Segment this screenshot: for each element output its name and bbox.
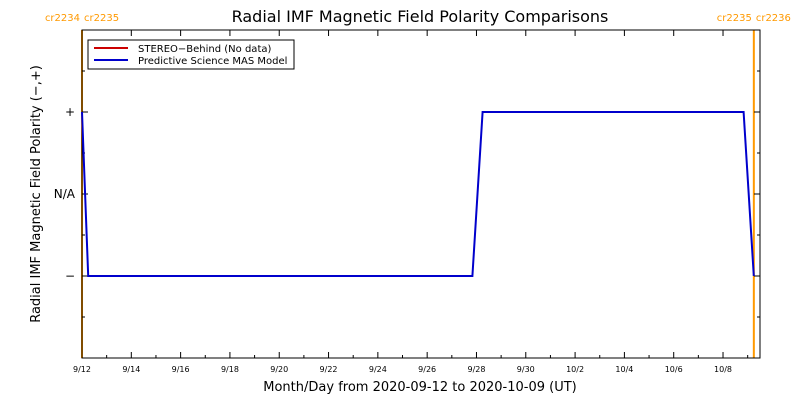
x-tick-label: 10/6 bbox=[665, 365, 683, 374]
x-tick-label: 9/24 bbox=[369, 365, 387, 374]
x-tick-label: 9/28 bbox=[467, 365, 485, 374]
series-layer bbox=[81, 111, 755, 277]
x-tick-label: 10/2 bbox=[566, 365, 584, 374]
chart-title: Radial IMF Magnetic Field Polarity Compa… bbox=[232, 7, 609, 26]
x-tick-label: 9/30 bbox=[517, 365, 535, 374]
legend-label: STEREO−Behind (No data) bbox=[138, 44, 271, 55]
x-tick-label: 9/18 bbox=[221, 365, 239, 374]
carrington-rotation-right-label: cr2236 bbox=[756, 13, 791, 24]
x-tick-label: 9/14 bbox=[122, 365, 140, 374]
y-axis-label: Radial IMF Magnetic Field Polarity (−,+) bbox=[29, 65, 44, 323]
y-tick-label: − bbox=[65, 269, 75, 283]
carrington-rotation-left-label: cr2235 bbox=[717, 13, 752, 24]
x-axis-ticks: 9/12 9/14 9/16 9/18 9/20 9/22 9/24 9/26 9/28 9/30… bbox=[73, 30, 749, 374]
x-tick-label: 9/20 bbox=[270, 365, 288, 374]
carrington-rotation-left-label: cr2234 bbox=[45, 13, 80, 24]
x-tick-label: 10/4 bbox=[615, 365, 633, 374]
legend: STEREO−Behind (No data)Predictive Scienc… bbox=[87, 39, 295, 70]
plot-frame bbox=[81, 29, 761, 359]
x-tick-label: 9/26 bbox=[418, 365, 436, 374]
series-line bbox=[81, 111, 755, 277]
carrington-rotation-right-label: cr2235 bbox=[84, 13, 119, 24]
x-tick-label: 9/22 bbox=[320, 365, 338, 374]
y-tick-label: + bbox=[65, 105, 75, 119]
x-tick-label: 9/12 bbox=[73, 365, 91, 374]
legend-label: Predictive Science MAS Model bbox=[138, 56, 287, 67]
x-axis-label: Month/Day from 2020-09-12 to 2020-10-09 … bbox=[263, 380, 576, 395]
legend-box bbox=[87, 39, 295, 70]
x-tick-label: 9/16 bbox=[172, 365, 190, 374]
x-tick-label: 10/8 bbox=[714, 365, 732, 374]
y-tick-label: N/A bbox=[54, 187, 76, 201]
y-axis-ticks: + N/A − bbox=[54, 70, 760, 318]
